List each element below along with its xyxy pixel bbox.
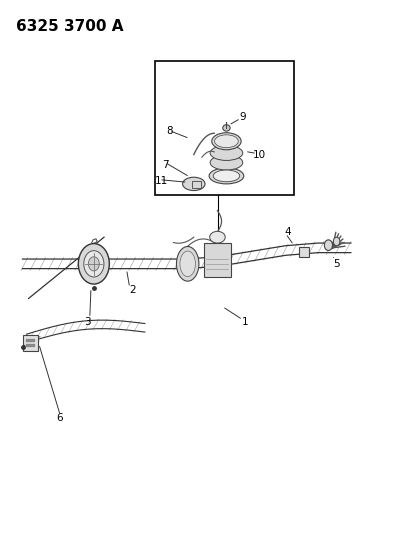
Ellipse shape <box>212 133 241 150</box>
Ellipse shape <box>210 146 243 160</box>
Text: 8: 8 <box>166 126 173 135</box>
Ellipse shape <box>215 135 238 148</box>
Text: 7: 7 <box>162 160 169 170</box>
Text: 10: 10 <box>253 150 266 159</box>
Ellipse shape <box>182 177 205 191</box>
Circle shape <box>84 251 104 277</box>
Ellipse shape <box>176 246 199 281</box>
Text: 6325 3700 A: 6325 3700 A <box>16 19 124 34</box>
Circle shape <box>333 237 340 246</box>
Bar <box>23 335 38 351</box>
Text: 9: 9 <box>239 112 246 122</box>
Ellipse shape <box>180 251 195 277</box>
Text: 2: 2 <box>129 286 136 295</box>
Text: 11: 11 <box>155 176 168 186</box>
Circle shape <box>324 240 333 251</box>
Ellipse shape <box>210 231 225 243</box>
Bar <box>155 61 294 195</box>
Circle shape <box>78 244 109 284</box>
Ellipse shape <box>223 125 230 131</box>
Ellipse shape <box>213 170 240 182</box>
Text: 5: 5 <box>333 259 340 269</box>
Bar <box>299 247 309 257</box>
Text: 4: 4 <box>284 227 291 237</box>
Ellipse shape <box>209 168 244 184</box>
Text: 3: 3 <box>84 318 91 327</box>
Bar <box>204 243 231 277</box>
Ellipse shape <box>210 155 243 170</box>
Text: 1: 1 <box>242 318 248 327</box>
Circle shape <box>89 257 99 271</box>
Bar <box>192 181 201 188</box>
Text: 6: 6 <box>56 414 62 423</box>
